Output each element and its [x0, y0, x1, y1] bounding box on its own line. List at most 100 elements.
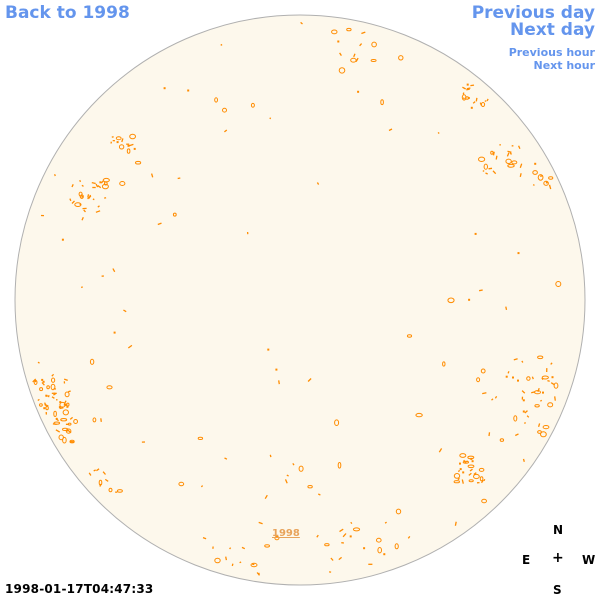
contour-mark	[150, 173, 154, 178]
contour-mark	[545, 181, 548, 184]
contour-mark	[63, 378, 68, 382]
contour-mark	[459, 453, 467, 458]
contour-mark	[87, 195, 92, 200]
previous-hour-link[interactable]: Previous hour	[508, 46, 595, 59]
contour-mark	[316, 182, 320, 185]
contour-mark	[380, 99, 384, 106]
contour-mark	[99, 483, 102, 487]
contour-mark	[121, 138, 124, 143]
contour-mark	[275, 368, 278, 371]
contour-mark	[406, 334, 413, 338]
contour-mark	[517, 379, 519, 382]
contour-mark	[127, 144, 130, 147]
contour-mark	[69, 416, 74, 420]
contour-mark	[44, 403, 49, 407]
contour-mark	[239, 561, 242, 564]
contour-mark	[92, 417, 97, 423]
contour-mark	[256, 572, 260, 576]
contour-mark	[459, 462, 461, 465]
contour-mark	[457, 477, 460, 481]
contour-mark	[352, 527, 361, 532]
compass-east-label: E	[522, 553, 531, 567]
contour-mark	[81, 184, 84, 187]
contour-mark	[119, 181, 126, 186]
contour-mark	[470, 84, 475, 87]
contour-mark	[350, 521, 353, 525]
contour-mark	[337, 462, 342, 469]
next-hour-link[interactable]: Next hour	[533, 59, 596, 72]
contour-mark	[507, 371, 510, 374]
contour-mark	[66, 429, 69, 432]
contour-mark	[524, 422, 526, 425]
contour-mark	[292, 463, 295, 466]
contour-mark	[330, 557, 334, 561]
contour-mark	[472, 101, 476, 104]
contour-mark	[531, 391, 536, 394]
contour-mark	[60, 418, 68, 422]
contour-mark	[87, 194, 90, 198]
contour-mark	[50, 383, 56, 391]
contour-mark	[526, 376, 531, 381]
contour-mark	[37, 398, 40, 402]
contour-mark	[339, 52, 342, 56]
contour-mark	[534, 162, 537, 165]
contour-mark	[264, 544, 271, 548]
year-link[interactable]: 1998	[272, 528, 300, 539]
contour-mark	[473, 473, 480, 480]
contour-mark	[471, 460, 474, 463]
compass-center-mark: +	[552, 550, 564, 566]
contour-mark	[459, 468, 462, 471]
contour-mark	[95, 183, 99, 188]
contour-mark	[499, 438, 505, 442]
contour-mark	[129, 133, 137, 140]
contour-mark	[81, 217, 84, 221]
contour-mark	[224, 457, 228, 460]
contour-mark	[519, 163, 523, 169]
contour-mark	[64, 391, 70, 398]
contour-mark	[473, 472, 477, 476]
previous-day-link[interactable]: Previous day	[471, 3, 595, 23]
contour-mark	[370, 59, 377, 62]
contour-mark	[470, 106, 473, 109]
back-to-year-link[interactable]: Back to 1998	[5, 3, 130, 23]
contour-mark	[384, 521, 387, 524]
contour-mark	[100, 418, 102, 422]
contour-mark	[521, 390, 526, 394]
contour-mark	[269, 117, 272, 120]
contour-mark	[126, 148, 131, 154]
next-day-link[interactable]: Next day	[510, 20, 595, 40]
contour-mark	[476, 377, 481, 383]
contour-mark	[104, 478, 109, 482]
contour-mark	[522, 458, 525, 462]
contour-mark	[548, 176, 554, 180]
contour-mark	[163, 87, 166, 90]
contour-mark	[519, 173, 522, 178]
contour-mark	[454, 521, 457, 526]
contour-mark	[241, 546, 246, 550]
contour-mark	[482, 392, 487, 395]
contour-mark	[202, 536, 207, 540]
contour-mark	[316, 534, 319, 538]
contour-mark	[62, 436, 67, 444]
contour-mark	[479, 476, 484, 482]
contour-mark	[353, 53, 356, 58]
contour-mark	[39, 403, 43, 407]
contour-mark	[53, 392, 58, 396]
contour-mark	[264, 494, 268, 500]
contour-mark	[95, 210, 101, 213]
contour-mark	[69, 198, 72, 202]
contour-mark	[474, 232, 477, 235]
contour-mark	[539, 399, 543, 402]
contour-mark	[80, 286, 83, 289]
contour-mark	[59, 407, 64, 410]
contour-mark	[91, 181, 96, 185]
contour-mark	[338, 556, 343, 561]
contour-mark	[490, 150, 494, 155]
contour-mark	[334, 419, 340, 427]
contour-mark	[371, 41, 377, 48]
contour-mark	[453, 480, 460, 484]
contour-mark	[116, 489, 123, 493]
contour-mark	[68, 390, 71, 393]
